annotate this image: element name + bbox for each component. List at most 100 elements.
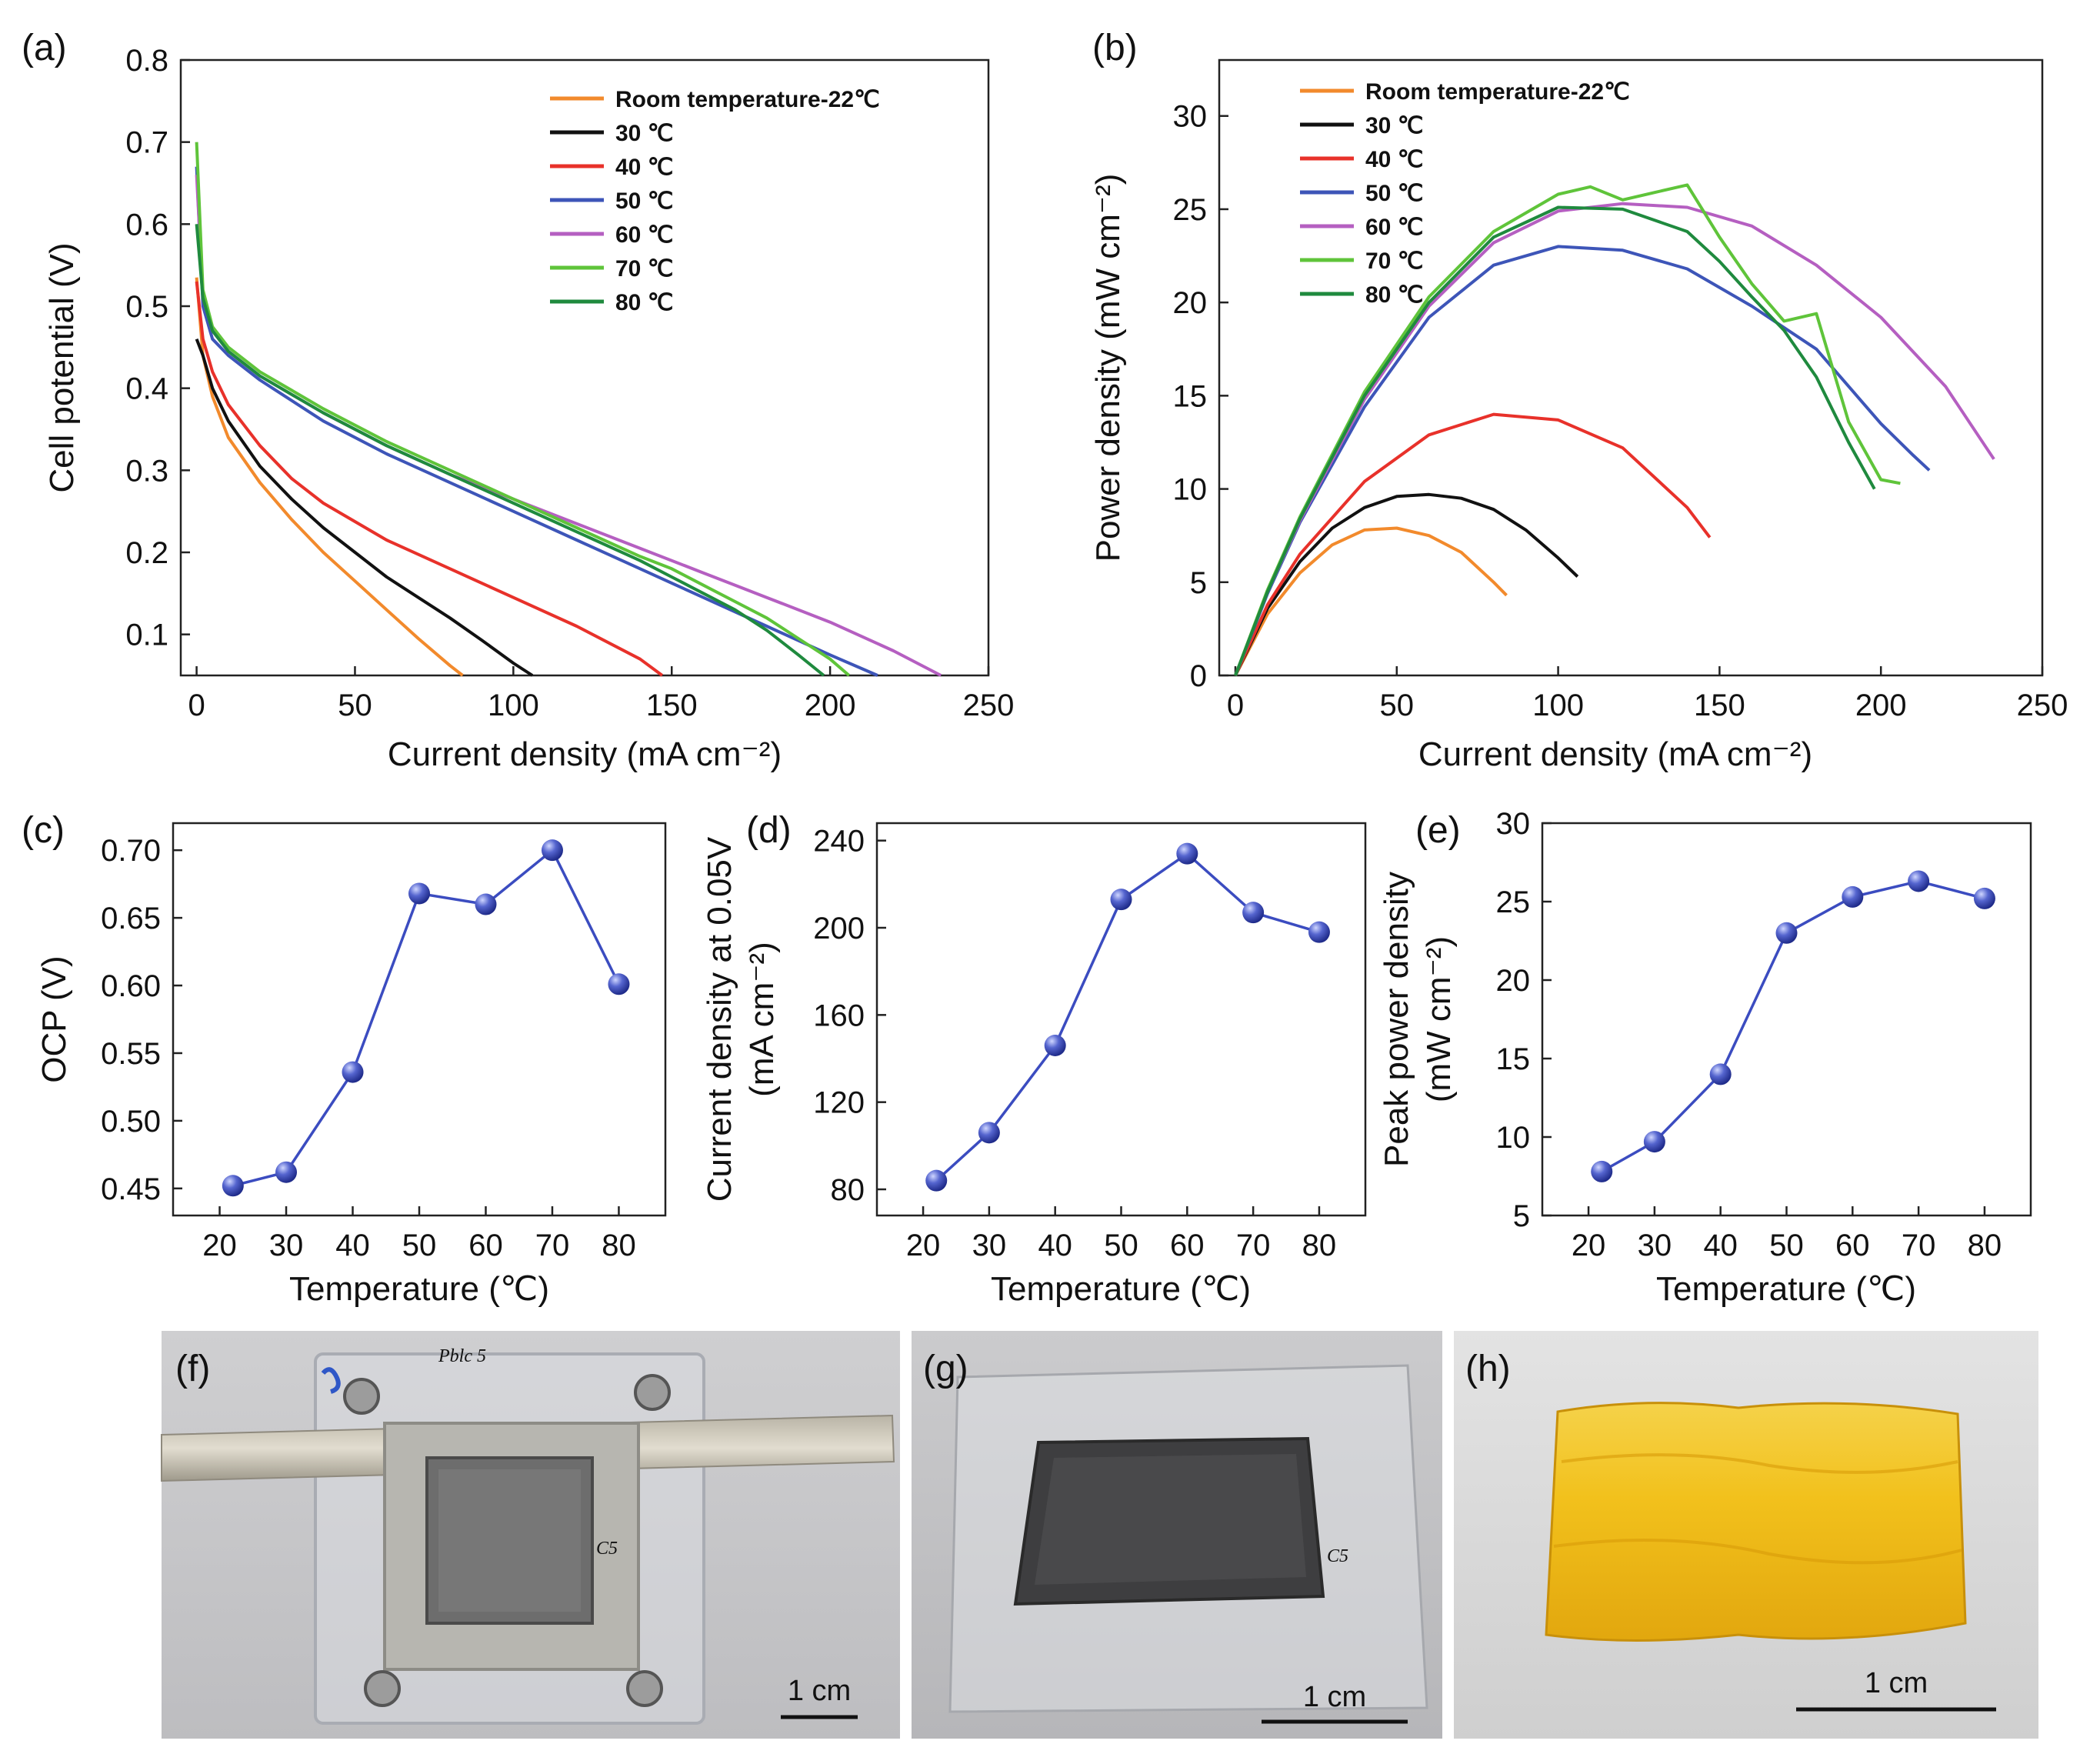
series-line [195,281,664,677]
series-line [1234,245,1931,676]
y-tick-label: 0.7 [125,126,168,160]
series-line [195,224,825,677]
y-tick-label: 0.45 [101,1172,161,1206]
x-tick-label: 60 [468,1229,503,1262]
y-tick-label: 5 [1190,566,1207,600]
y-tick-label: 0.50 [101,1105,161,1139]
x-tick-label: 70 [535,1229,570,1262]
legend-label: 70 ℃ [1365,248,1423,274]
y-tick-label: 0.60 [101,969,161,1003]
handwritten-note-f: Pblc 5 [438,1346,486,1366]
panel-d-current-density-chart: (d) 20 30 40 50 60 70 80 80 120 160 200 240 Temper… [701,810,1367,1308]
data-series-c [222,839,630,1197]
y-tick-label: 0.5 [125,290,168,324]
panel-label-f: (f) [175,1349,210,1389]
x-tick-label: 50 [338,689,372,722]
x-tick-label: 60 [1835,1229,1870,1262]
foam-texture [1561,1453,1958,1474]
y-tick-label: 15 [1173,379,1208,413]
x-tick-label: 70 [1236,1229,1271,1262]
y-tick-label: 80 [831,1173,865,1207]
x-tick-label: 20 [1572,1229,1606,1262]
y-tick-label: 10 [1496,1121,1531,1155]
data-point [1908,870,1930,892]
scale-bar-label-g: 1 cm [1303,1681,1366,1713]
legend-b: Room temperature-22℃ 30 ℃ 40 ℃ 50 ℃ 60 ℃ 70 ℃… [1300,79,1630,308]
data-point [1709,1063,1732,1085]
x-tick-label: 0 [188,689,205,722]
scale-bar-label-h: 1 cm [1865,1667,1928,1699]
x-tick-label: 30 [972,1229,1007,1262]
plot-frame-c [172,822,667,1217]
data-point [978,1122,1000,1144]
series-line [195,277,464,677]
y-tick-label: 20 [1496,964,1531,998]
series-line [1234,202,1995,676]
y-tick-label: 0.1 [125,619,168,652]
y-tick-label: 30 [1173,100,1208,134]
legend-label: 60 ℃ [1365,215,1423,240]
y-tick-label: 15 [1496,1042,1531,1076]
x-ticks-c: 20 30 40 50 60 70 80 [202,1206,636,1262]
y-ticks-b: 0 5 10 15 20 25 30 [1173,100,1228,693]
y-axis-label-d-line1: Current density at 0.05V [701,836,738,1202]
x-tick-label: 50 [1380,689,1415,722]
x-tick-label: 100 [488,689,539,722]
x-tick-label: 40 [335,1229,370,1262]
y-tick-label: 0.2 [125,536,168,570]
y-axis-label-a: Cell potential (V) [43,242,81,492]
y-axis-label-c: OCP (V) [35,955,73,1082]
y-tick-label: 10 [1173,473,1208,507]
data-point [1242,902,1265,924]
series-line [1234,412,1712,676]
data-point [608,973,630,995]
data-point [1973,887,1995,909]
series-line [195,338,534,677]
data-point [275,1161,298,1183]
bolt-icons [343,1374,671,1707]
panel-label-h: (h) [1465,1349,1511,1389]
x-tick-label: 60 [1170,1229,1205,1262]
y-tick-label: 0.6 [125,208,168,242]
panel-c-ocp-chart: (c) 20 30 40 50 60 70 80 0.450.500.550.600.650… [22,810,667,1308]
series-line [195,142,851,677]
panel-a-polarization-chart: (a) 0 50 100 150 200 250 0.10.20.30.40.50.60.… [22,28,1014,773]
x-tick-label: 0 [1227,689,1244,722]
data-point [1308,921,1330,943]
series-line [1234,205,1876,676]
x-tick-label: 30 [1638,1229,1672,1262]
x-tick-label: 80 [1302,1229,1337,1262]
data-point [1842,885,1864,908]
legend-label: 50 ℃ [615,188,673,214]
x-tick-label: 30 [269,1229,304,1262]
y-tick-label: 30 [1496,807,1531,841]
data-point [1110,889,1132,911]
y-tick-label: 0.70 [101,834,161,868]
data-point [1044,1035,1066,1056]
yellow-foam-block [1545,1402,1967,1642]
y-ticks-d: 80 120 160 200 240 [813,825,886,1207]
data-series-e [1591,870,1995,1182]
y-tick-label: 25 [1173,193,1208,227]
panel-label-a: (a) [22,28,67,68]
scale-bar-label-f: 1 cm [788,1675,851,1707]
y-tick-label: 5 [1513,1199,1530,1233]
legend-label: 30 ℃ [615,121,673,146]
legend-label: 50 ℃ [1365,181,1423,206]
panel-label-e: (e) [1415,810,1461,851]
panel-b-power-chart: (b) 0 50 100 150 200 250 0 5 10 15 20 25 30 Room te… [1089,28,2068,773]
x-axis-label-c: Temperature (℃) [289,1270,549,1308]
handwritten-edge-note-g: C5 [1327,1546,1348,1566]
legend-label: 80 ℃ [1365,282,1423,308]
data-point [925,1169,948,1192]
x-tick-label: 200 [1855,689,1907,722]
y-tick-label: 0.8 [125,44,168,78]
x-tick-label: 80 [1968,1229,2002,1262]
x-tick-label: 200 [805,689,856,722]
y-tick-label: 0.65 [101,902,161,935]
x-tick-label: 250 [963,689,1015,722]
x-axis-label-a: Current density (mA cm⁻²) [388,735,782,773]
bolt-icon [343,1378,380,1415]
series-line [195,166,878,677]
data-point [222,1175,244,1197]
